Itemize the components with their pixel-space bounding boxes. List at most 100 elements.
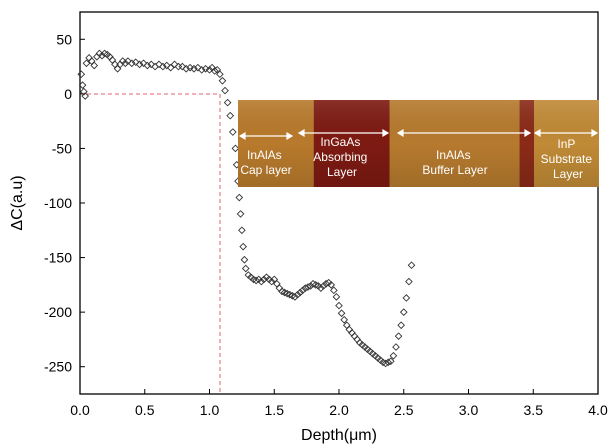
data-point [197,66,206,74]
data-point [405,277,413,286]
data-point [392,343,400,351]
data-point [166,63,175,72]
data-point [162,61,171,70]
absorbing-layer-label: InGaAs Absorbing Layer [313,135,370,179]
x-tick-label: 3.0 [459,402,479,418]
data-point [301,284,310,292]
x-tick-label: 2.0 [329,402,349,418]
data-point [402,294,411,302]
data-point [241,264,250,273]
plot-frame [79,11,599,395]
y-tick-label: -250 [44,359,72,375]
data-point [159,62,167,71]
data-point [170,60,179,69]
cap-layer-label: InAlAs Cap layer [240,148,291,177]
data-point [221,86,229,95]
data-point [260,275,268,284]
data-point [139,59,148,68]
data-point [329,286,338,295]
x-tick-label: 4.0 [588,402,608,418]
y-tick-label: -100 [44,195,72,211]
data-point [239,242,248,251]
data-point [228,128,237,136]
data-point [384,358,393,367]
data-point [223,98,232,107]
data-point [389,351,398,360]
data-point [304,283,312,291]
data-point [143,61,152,70]
data-point [77,70,86,79]
data-point [226,111,235,120]
data-point [267,277,276,286]
data-point [332,293,341,301]
data-point [319,282,328,290]
data-point [298,286,307,295]
data-point [322,279,330,288]
x-tick-label: 2.5 [394,402,414,418]
x-tick-label: 1.0 [200,402,220,418]
x-tick-label: 0.0 [70,402,90,418]
data-point [190,64,198,73]
x-axis-label: Depth(μm) [301,427,377,444]
data-series [77,49,416,368]
x-tick-label: 3.5 [524,402,544,418]
data-point [252,276,260,285]
data-point [386,357,395,366]
data-point [131,58,140,67]
data-point [186,63,194,72]
data-point [291,293,299,301]
y-tick-label: -200 [44,304,72,320]
data-point [205,66,214,74]
data-point [257,277,266,286]
data-point [182,64,191,73]
data-point [407,261,416,270]
y-axis-label: ΔC(a.u) [9,175,26,230]
data-point [293,290,302,299]
data-point [218,76,227,85]
data-point [82,59,91,68]
data-point [216,70,224,79]
data-point [240,255,249,264]
x-tick-label: 0.5 [135,402,155,418]
data-point [80,87,88,96]
data-point [238,226,246,235]
data-point [340,315,349,324]
data-point [394,332,403,340]
data-point [397,321,405,330]
y-tick-label: 0 [64,86,72,102]
inset-image: InAlAs Cap layer InGaAs Absorbing Layer … [238,100,599,187]
data-point [399,308,408,316]
data-point [327,281,336,289]
data-point [231,144,240,153]
data-point [194,63,202,72]
data-point [201,64,210,73]
data-point [90,61,99,70]
data-point [296,288,304,297]
y-axis-ticks: 50 0 -50 -100 -150 -200 -250 [44,31,85,375]
y-tick-label: -50 [52,140,72,156]
data-point [335,301,343,310]
x-tick-label: 1.5 [265,402,285,418]
data-point [135,60,144,69]
data-point [235,193,244,202]
data-point [381,359,390,368]
data-point [147,60,156,69]
data-point [81,92,90,100]
layer-arrows [238,128,599,141]
data-point [317,284,325,292]
data-point [113,64,122,73]
data-point [155,60,163,69]
data-point [78,81,87,89]
data-point [210,67,219,75]
data-point [127,59,136,68]
buffer-layer-label: InAlAs Buffer Layer [422,148,487,177]
data-point [337,309,346,318]
y-tick-label: -150 [44,250,72,266]
data-point [178,62,187,71]
data-point [124,57,132,65]
data-point [121,59,130,68]
substrate-layer-label: InP Substrate Layer [541,137,596,181]
data-point [236,210,245,218]
x-axis-ticks: 0.0 0.5 1.0 1.5 2.0 2.5 3.0 3.5 4.0 [70,389,608,418]
y-tick-label: 50 [56,31,72,47]
